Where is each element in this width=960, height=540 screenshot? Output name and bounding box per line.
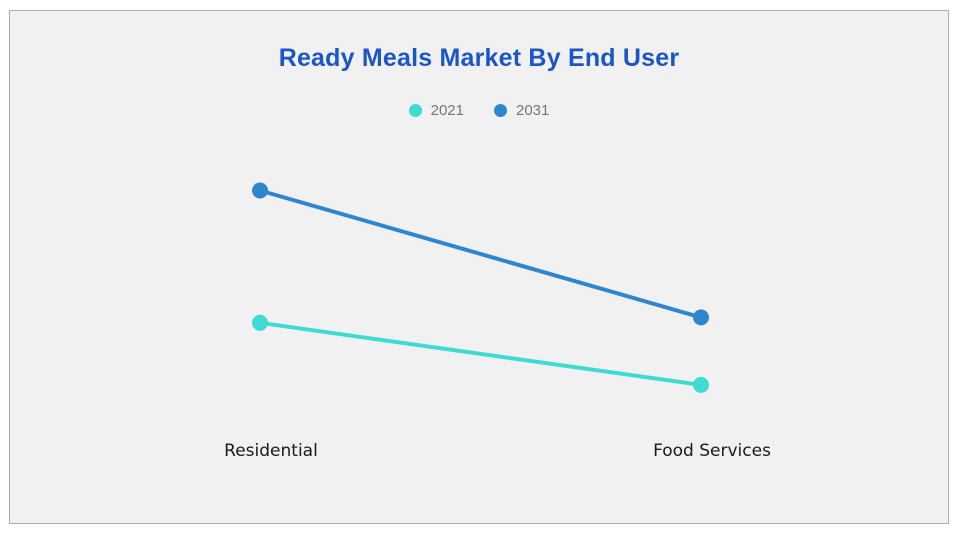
legend-dot-2021-icon: [408, 104, 422, 117]
legend-label-2031: 2031: [516, 102, 550, 119]
chart-panel: Ready Meals Market By End User 2021 2031…: [9, 10, 949, 524]
legend-dot-2031-icon: [494, 104, 507, 117]
x-axis-label-food-services: Food Services: [653, 441, 771, 461]
legend-item-2021[interactable]: 2021: [408, 102, 464, 119]
legend-label-2021: 2021: [430, 102, 464, 119]
x-axis-label-residential: Residential: [224, 441, 318, 461]
chart-legend: 2021 2031: [10, 102, 948, 119]
chart-title: Ready Meals Market By End User: [278, 44, 680, 72]
legend-item-2031[interactable]: 2031: [494, 102, 549, 119]
